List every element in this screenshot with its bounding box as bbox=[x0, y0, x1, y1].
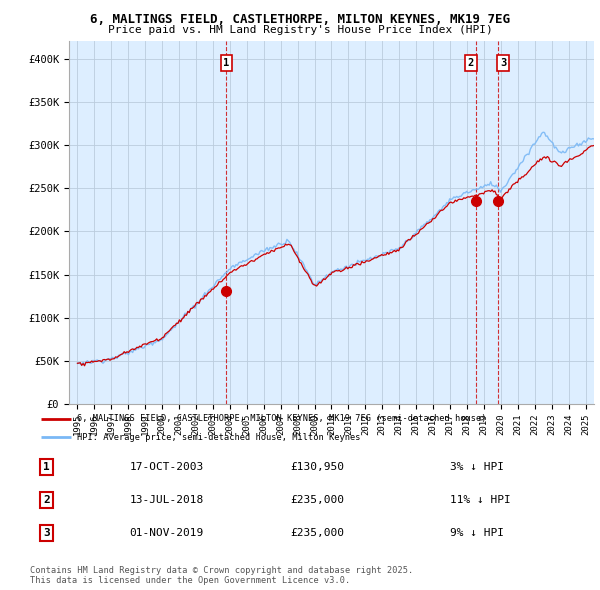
Text: 17-OCT-2003: 17-OCT-2003 bbox=[130, 462, 203, 472]
Text: Price paid vs. HM Land Registry's House Price Index (HPI): Price paid vs. HM Land Registry's House … bbox=[107, 25, 493, 35]
Text: 3: 3 bbox=[43, 528, 50, 538]
Text: 2: 2 bbox=[468, 58, 474, 68]
Text: 3: 3 bbox=[500, 58, 506, 68]
Text: £235,000: £235,000 bbox=[290, 495, 344, 505]
Text: 1: 1 bbox=[43, 462, 50, 472]
Text: 3% ↓ HPI: 3% ↓ HPI bbox=[449, 462, 503, 472]
Text: HPI: Average price, semi-detached house, Milton Keynes: HPI: Average price, semi-detached house,… bbox=[77, 433, 361, 442]
Text: 6, MALTINGS FIELD, CASTLETHORPE, MILTON KEYNES, MK19 7EG (semi-detached house): 6, MALTINGS FIELD, CASTLETHORPE, MILTON … bbox=[77, 414, 487, 423]
Text: £130,950: £130,950 bbox=[290, 462, 344, 472]
Text: Contains HM Land Registry data © Crown copyright and database right 2025.
This d: Contains HM Land Registry data © Crown c… bbox=[30, 566, 413, 585]
Text: 11% ↓ HPI: 11% ↓ HPI bbox=[449, 495, 510, 505]
Text: 1: 1 bbox=[223, 58, 230, 68]
Text: 01-NOV-2019: 01-NOV-2019 bbox=[130, 528, 203, 538]
Text: 13-JUL-2018: 13-JUL-2018 bbox=[130, 495, 203, 505]
Text: 2: 2 bbox=[43, 495, 50, 505]
Text: £235,000: £235,000 bbox=[290, 528, 344, 538]
Text: 9% ↓ HPI: 9% ↓ HPI bbox=[449, 528, 503, 538]
Text: 6, MALTINGS FIELD, CASTLETHORPE, MILTON KEYNES, MK19 7EG: 6, MALTINGS FIELD, CASTLETHORPE, MILTON … bbox=[90, 13, 510, 26]
